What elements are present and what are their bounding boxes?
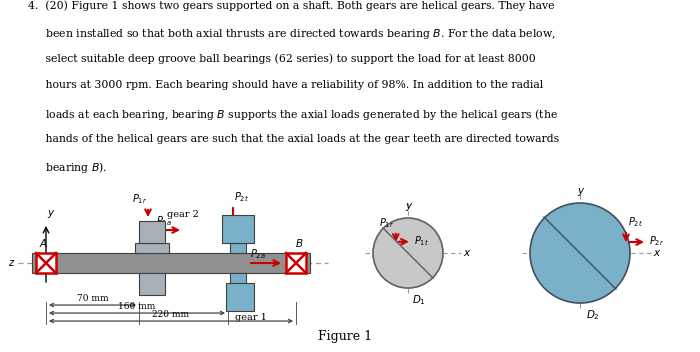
Circle shape xyxy=(373,218,443,288)
Text: loads at each bearing, bearing $B$ supports the axial loads generated by the hel: loads at each bearing, bearing $B$ suppo… xyxy=(28,107,558,122)
Text: $P_{2t}$: $P_{2t}$ xyxy=(628,215,643,229)
Text: select suitable deep groove ball bearings (62 series) to support the load for at: select suitable deep groove ball bearing… xyxy=(28,54,536,64)
Text: $P_{2a}$: $P_{2a}$ xyxy=(250,247,266,261)
Bar xyxy=(230,273,246,283)
Text: hands of the helical gears are such that the axial loads at the gear teeth are d: hands of the helical gears are such that… xyxy=(28,133,559,144)
Text: $D_2$: $D_2$ xyxy=(586,308,600,322)
Text: hours at 3000 rpm. Each bearing should have a reliability of 98%. In addition to: hours at 3000 rpm. Each bearing should h… xyxy=(28,80,543,90)
Text: gear 2: gear 2 xyxy=(167,210,199,219)
Text: $y$: $y$ xyxy=(47,208,55,220)
Text: Figure 1: Figure 1 xyxy=(318,330,372,343)
Text: 160 mm: 160 mm xyxy=(118,302,155,311)
Text: $x$: $x$ xyxy=(653,248,662,258)
Text: bearing $B$).: bearing $B$). xyxy=(28,160,107,175)
Text: $y$: $y$ xyxy=(577,186,585,198)
Bar xyxy=(36,253,56,273)
Text: $P_{2r}$: $P_{2r}$ xyxy=(649,234,664,248)
Text: $B$: $B$ xyxy=(295,237,303,249)
Text: $P_{2t}$: $P_{2t}$ xyxy=(234,190,249,204)
Bar xyxy=(135,243,169,253)
Text: 220 mm: 220 mm xyxy=(153,310,190,319)
Bar xyxy=(32,253,310,273)
Bar xyxy=(139,273,165,295)
Bar xyxy=(230,243,246,253)
Text: $y$: $y$ xyxy=(405,201,413,213)
Bar xyxy=(226,283,254,311)
Bar xyxy=(139,221,165,243)
Text: $P_{1r}$: $P_{1r}$ xyxy=(379,216,395,230)
Text: $D_1$: $D_1$ xyxy=(412,293,426,307)
Bar xyxy=(286,253,306,273)
Text: $z$: $z$ xyxy=(8,258,15,268)
Bar xyxy=(222,215,254,243)
Text: 70 mm: 70 mm xyxy=(77,294,108,303)
Circle shape xyxy=(530,203,630,303)
Text: $P_{1a}$: $P_{1a}$ xyxy=(156,214,172,228)
Text: $x$: $x$ xyxy=(463,248,472,258)
Text: 4.  (20) Figure 1 shows two gears supported on a shaft. Both gears are helical g: 4. (20) Figure 1 shows two gears support… xyxy=(28,0,554,11)
Text: been installed so that both axial thrusts are directed towards bearing $B$. For : been installed so that both axial thrust… xyxy=(28,27,556,41)
Text: $A$: $A$ xyxy=(38,237,48,249)
Text: $P_{1r}$: $P_{1r}$ xyxy=(132,192,147,206)
Text: gear 1: gear 1 xyxy=(235,313,267,322)
Text: $P_{1t}$: $P_{1t}$ xyxy=(414,234,429,248)
